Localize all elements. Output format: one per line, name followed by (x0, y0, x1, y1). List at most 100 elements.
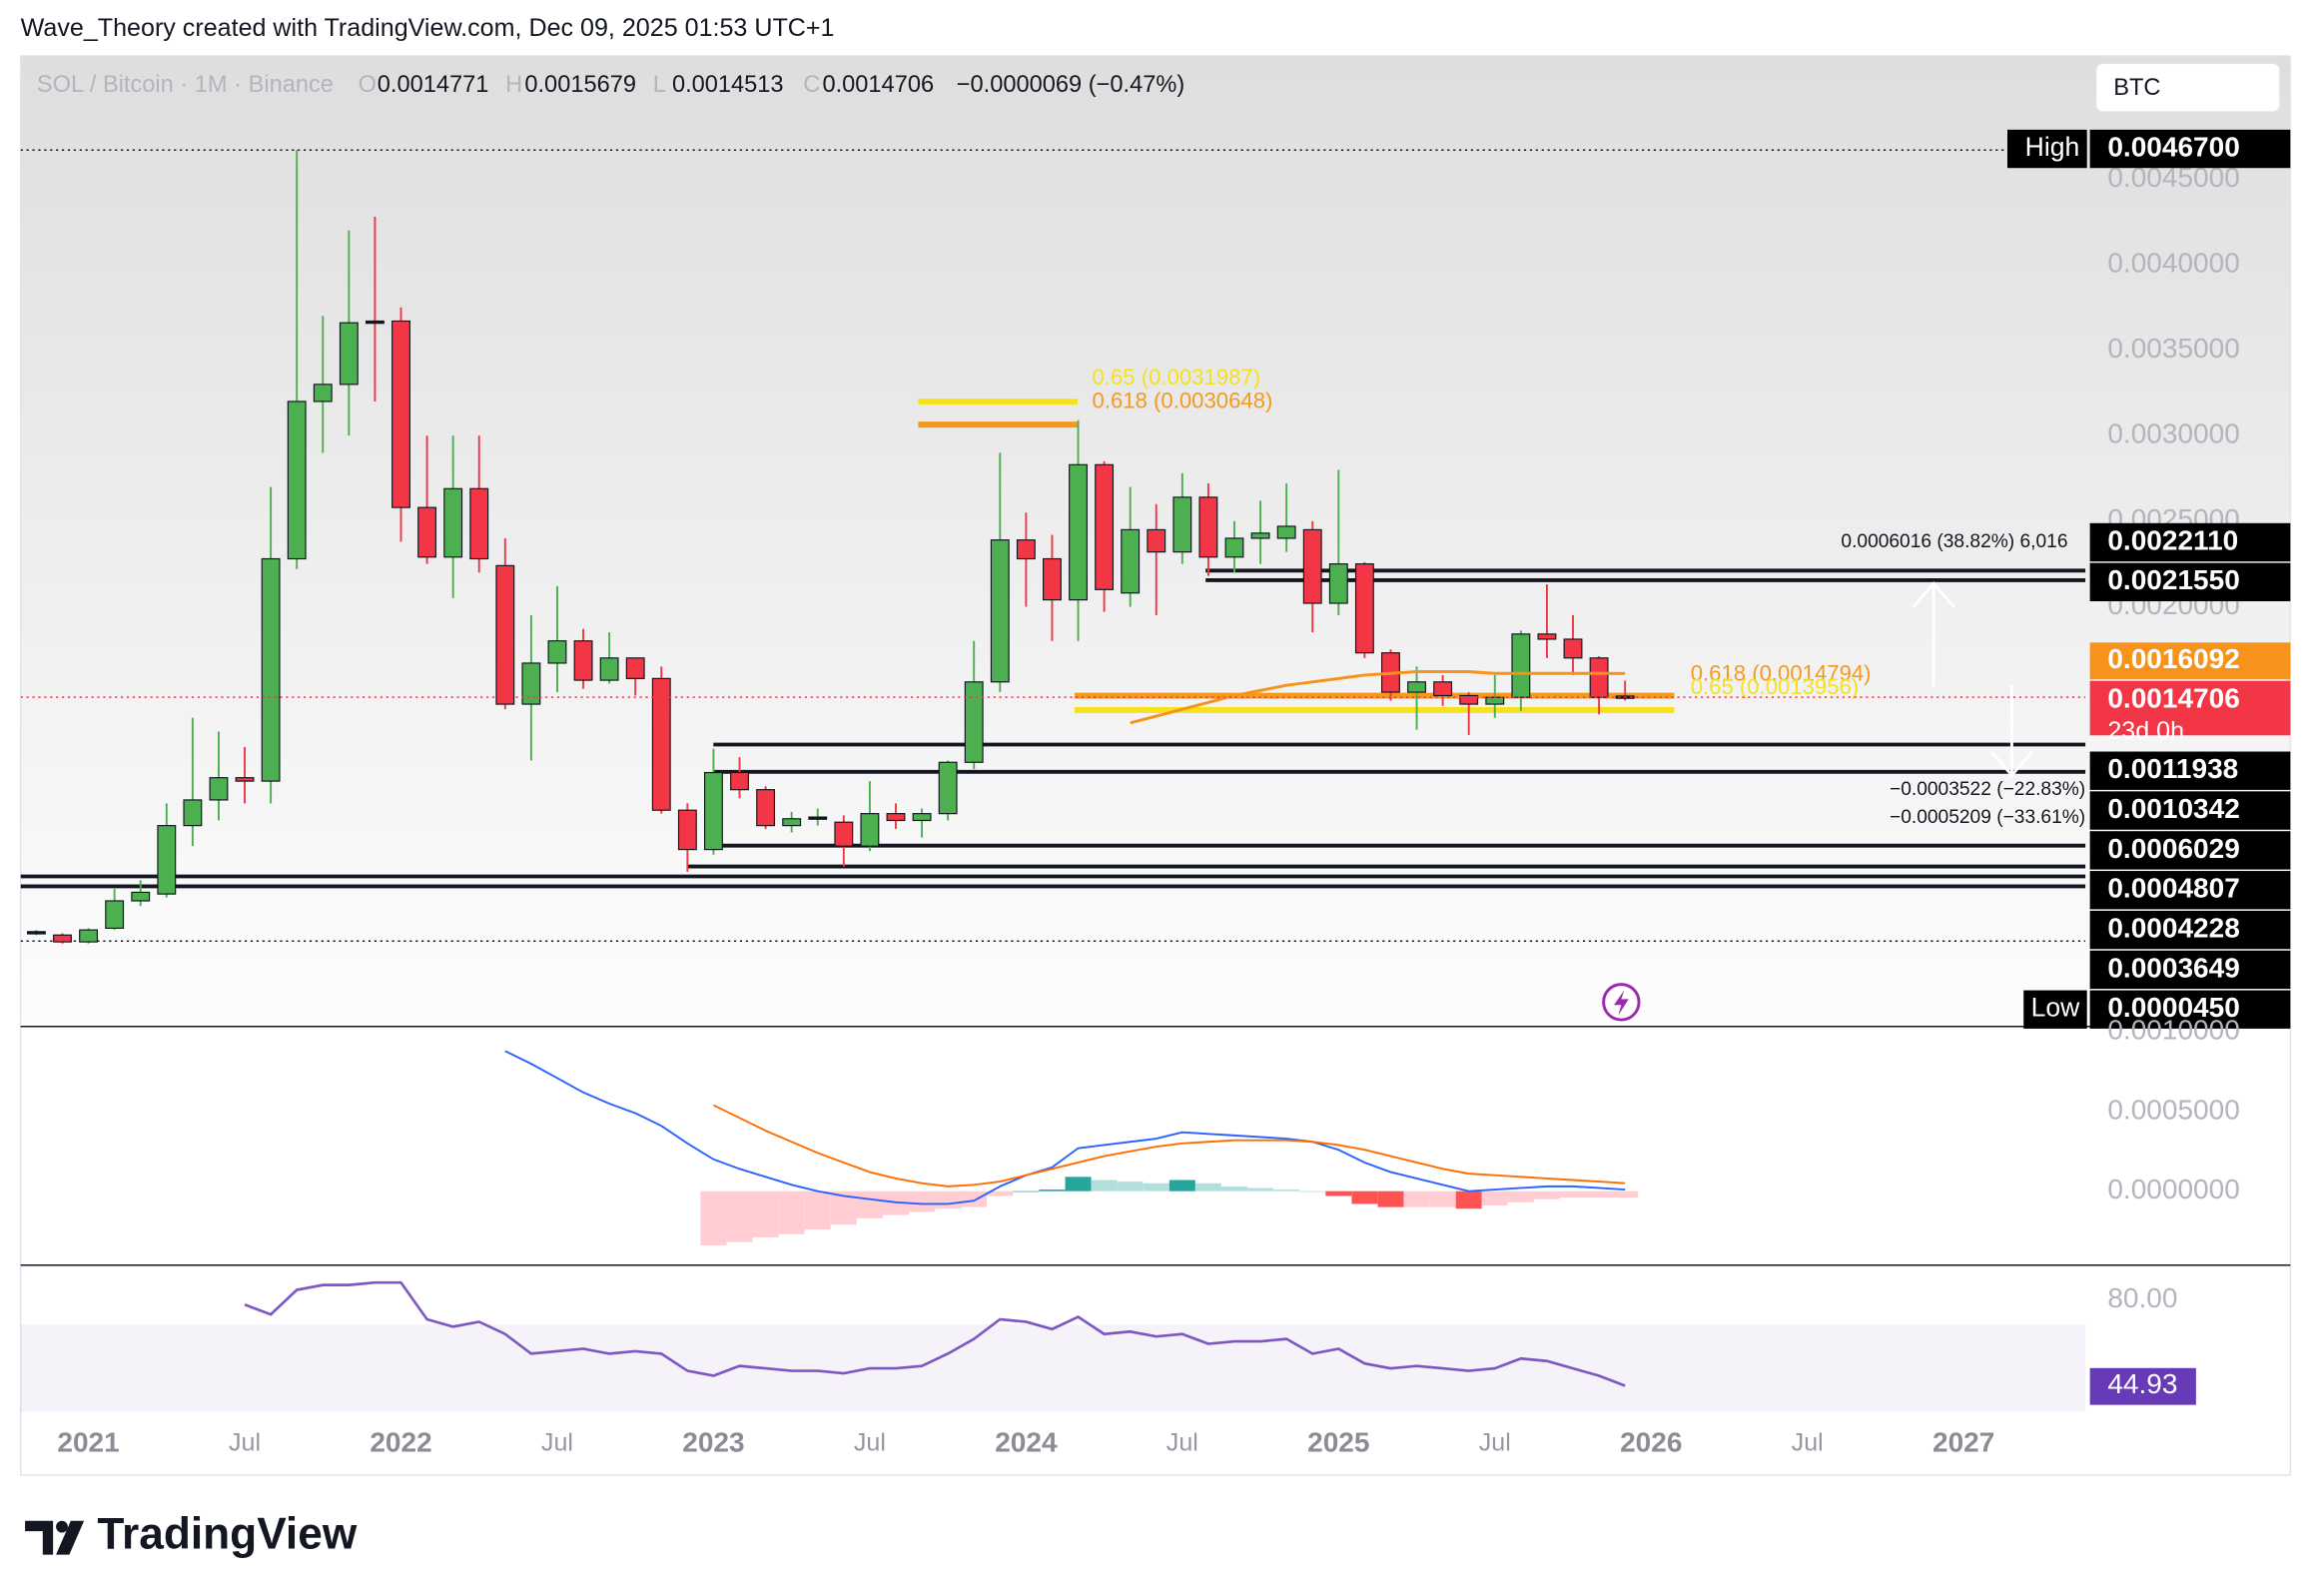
legend-key: O (359, 72, 377, 98)
legend-close: 0.0014706 (822, 72, 934, 98)
legend-key: C (803, 72, 820, 98)
rsi-label-box (2089, 1367, 2196, 1405)
x-tick-label: 2025 (1307, 1426, 1369, 1457)
currency-button[interactable] (2094, 62, 2281, 113)
histogram-bar (1377, 1191, 1404, 1207)
x-tick-label: Jul (229, 1429, 261, 1457)
candle-body (1563, 638, 1583, 659)
candle-body (860, 813, 880, 847)
candle-body (1485, 696, 1505, 705)
candle-body (417, 506, 437, 558)
histogram-bar (1091, 1180, 1118, 1192)
price-label-box (2089, 522, 2291, 562)
histogram-bar (856, 1191, 883, 1218)
price-label: 0.0022110 (2107, 524, 2238, 555)
price-label: 0.0004807 (2107, 873, 2239, 904)
candle-body (547, 640, 567, 664)
candle-body (808, 816, 828, 820)
candle-body (1172, 496, 1192, 553)
fib-label: 0.618 (0.0014794) (1691, 661, 1872, 686)
histogram-bar (1429, 1191, 1456, 1207)
price-label-box (2089, 129, 2291, 169)
histogram-bar (1455, 1191, 1482, 1209)
last-price-label: 0.0014706 (2107, 682, 2239, 713)
histogram-bar (1194, 1183, 1221, 1192)
histogram-bar (804, 1191, 831, 1229)
level-tag: Low (2031, 993, 2081, 1023)
candle-body (105, 900, 125, 929)
rsi-band (20, 1323, 2086, 1412)
histogram-bar (726, 1191, 753, 1242)
legend-key: H (505, 72, 522, 98)
candle-body (625, 657, 645, 679)
candle-body (1459, 694, 1479, 705)
ma-label-box (2089, 642, 2291, 680)
currency-label[interactable]: BTC (2113, 75, 2160, 101)
rsi-label: 44.93 (2107, 1368, 2177, 1399)
y-tick-label: 0.0040000 (2107, 247, 2239, 278)
candle-body (1147, 528, 1166, 553)
histogram-bar (1247, 1188, 1274, 1192)
histogram-bar (700, 1191, 727, 1245)
plot-area: 0.65 (0.0031987)0.618 (0.0030648) 0.618 (… (20, 149, 2086, 1412)
candle-body (651, 677, 671, 811)
histogram-bar (1351, 1191, 1378, 1204)
candle-body (469, 487, 489, 560)
candle-body (1250, 532, 1270, 539)
candle-body (1328, 563, 1348, 604)
event-icon[interactable] (1602, 983, 1641, 1022)
measurement-label: 0.0006016 (38.82%) 6,016 (1841, 531, 2067, 552)
histogram-bar (1299, 1191, 1326, 1193)
y-tick-label: 0.0030000 (2107, 418, 2239, 449)
candle-body (26, 931, 46, 935)
event-bolt[interactable] (1613, 990, 1629, 1016)
logo-mark (56, 1520, 85, 1555)
histogram-bar (1273, 1190, 1300, 1192)
x-tick-label: 2023 (682, 1426, 744, 1457)
candle-body (1043, 557, 1062, 601)
histogram-bar (1065, 1177, 1092, 1192)
candle-body (1198, 496, 1218, 558)
ma-label: 0.0016092 (2107, 643, 2239, 674)
measurement-label: −0.0003522 (−22.83%) (1890, 779, 2085, 800)
histogram-bar (935, 1191, 962, 1209)
price-label-box (2089, 950, 2291, 990)
lower-panes (20, 1027, 2291, 1476)
candle-body (235, 777, 255, 782)
fib-label: 0.65 (0.0031987) (1093, 365, 1261, 390)
candle-body (1121, 528, 1141, 594)
down-arrow-head (1989, 750, 2034, 778)
symbol-title: SOL / Bitcoin · 1M · Binance (37, 72, 334, 98)
measure-arrows (1912, 581, 2034, 778)
y-tick-label: 0.0005000 (2107, 1094, 2239, 1125)
scale-labels: 0.00200000.00250000.00300000.00350000.00… (2006, 129, 2291, 1405)
x-tick-label: 2021 (57, 1426, 119, 1457)
x-tick-label: 2027 (1932, 1426, 1994, 1457)
y-tick-label: 80.00 (2107, 1282, 2177, 1313)
candle-body (1433, 681, 1453, 697)
price-label-box (2089, 990, 2291, 1029)
x-tick-label: Jul (541, 1429, 573, 1457)
header-legend: SOL / Bitcoin · 1M · Binance O 0.0014771… (37, 72, 1184, 98)
candle-body (261, 557, 281, 782)
candle-body (339, 322, 359, 386)
candle-body (756, 789, 776, 827)
candle-body (1511, 633, 1531, 698)
fib-label: 0.618 (0.0030648) (1093, 389, 1273, 413)
legend-high: 0.0015679 (524, 72, 636, 98)
measurement-label: −0.0005209 (−33.61%) (1890, 807, 2085, 828)
candle-body (287, 400, 307, 560)
x-tick-label: 2022 (370, 1426, 431, 1457)
logo-mark (56, 1520, 68, 1533)
candle-body (53, 934, 72, 943)
histogram-bar (1560, 1191, 1587, 1198)
candle-body (782, 818, 802, 827)
candle-body (703, 771, 723, 851)
candle-body (730, 771, 749, 791)
histogram-bar (1168, 1180, 1195, 1192)
candle-body (495, 564, 515, 705)
histogram-bar (1117, 1182, 1144, 1192)
legend-key: L (653, 72, 666, 98)
candle-body (1354, 563, 1374, 654)
